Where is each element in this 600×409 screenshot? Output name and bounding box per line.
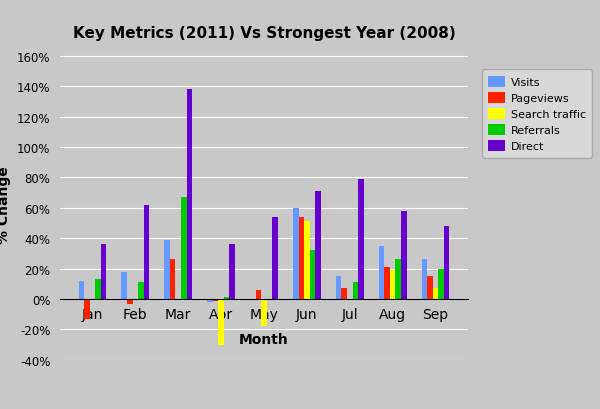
Bar xyxy=(207,299,213,302)
Bar xyxy=(341,289,347,299)
Bar xyxy=(433,289,439,299)
Bar xyxy=(224,298,229,299)
Bar xyxy=(293,208,299,299)
Bar xyxy=(121,272,127,299)
Bar xyxy=(353,283,358,299)
Bar xyxy=(336,276,341,299)
Bar xyxy=(213,299,218,301)
X-axis label: Month: Month xyxy=(239,332,289,346)
Bar xyxy=(138,283,144,299)
Bar xyxy=(304,222,310,299)
Bar xyxy=(444,227,449,299)
Bar xyxy=(384,267,390,299)
Bar xyxy=(299,218,304,299)
Bar xyxy=(170,260,175,299)
Bar xyxy=(144,205,149,299)
Bar xyxy=(101,245,106,299)
Legend: Visits, Pageviews, Search traffic, Referrals, Direct: Visits, Pageviews, Search traffic, Refer… xyxy=(482,70,592,158)
Bar xyxy=(229,245,235,299)
Bar xyxy=(272,218,278,299)
Bar xyxy=(79,281,84,299)
Bar xyxy=(310,251,315,299)
Bar xyxy=(181,198,187,299)
Bar xyxy=(95,280,101,299)
Bar xyxy=(187,90,192,299)
Bar xyxy=(84,299,89,319)
Bar xyxy=(439,269,444,299)
Bar xyxy=(427,276,433,299)
Bar xyxy=(256,290,261,299)
Bar xyxy=(422,260,427,299)
Bar xyxy=(164,240,170,299)
Bar xyxy=(379,246,384,299)
Title: Key Metrics (2011) Vs Strongest Year (2008): Key Metrics (2011) Vs Strongest Year (20… xyxy=(73,26,455,41)
Bar xyxy=(315,191,321,299)
Bar xyxy=(358,180,364,299)
Bar xyxy=(401,211,407,299)
Bar xyxy=(395,260,401,299)
Y-axis label: % Change: % Change xyxy=(0,166,11,243)
Bar xyxy=(127,299,133,304)
Bar xyxy=(390,270,395,299)
Bar xyxy=(218,299,224,345)
Bar xyxy=(261,299,267,326)
